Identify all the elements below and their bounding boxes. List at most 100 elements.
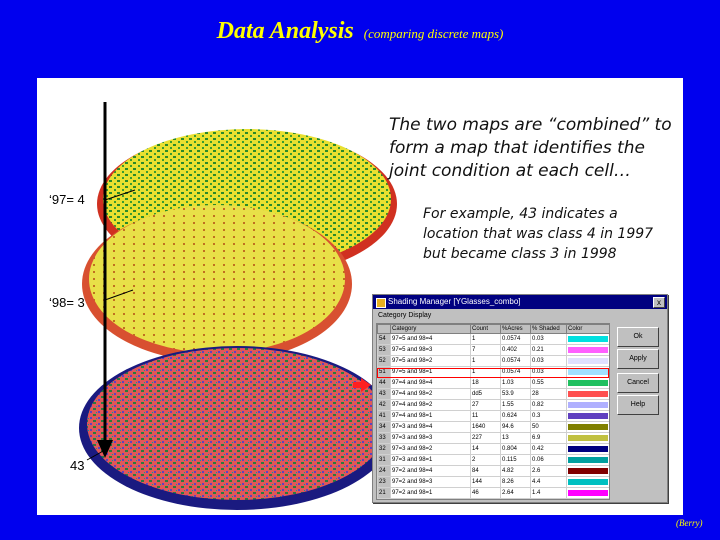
row-color-swatch[interactable] [566, 421, 609, 433]
color-swatch [568, 369, 608, 375]
caption-example: For example, 43 indicates a location tha… [423, 206, 654, 262]
row-category: 97=1 and 98=4 [390, 498, 471, 499]
row-color-swatch[interactable] [566, 410, 609, 422]
row-shaded: 0.55 [530, 377, 567, 389]
row-id: 14 [377, 498, 391, 499]
col-category[interactable]: Category [390, 324, 471, 334]
row-category: 97=3 and 98=3 [390, 432, 471, 444]
map-combined [87, 348, 387, 500]
row-shaded: 0.82 [530, 399, 567, 411]
table-row[interactable]: 33 97=3 and 98=3 227 13 6.9 [377, 432, 609, 444]
cancel-button[interactable]: Cancel [617, 373, 659, 393]
row-acres: 13 [500, 432, 531, 444]
row-id: 24 [377, 465, 391, 477]
row-color-swatch[interactable] [566, 432, 609, 444]
content-panel: ‘97= 4 ‘98= 3 43 The two maps are “combi… [37, 78, 683, 515]
help-button[interactable]: Help [617, 395, 659, 415]
row-color-swatch[interactable] [566, 388, 609, 400]
leader-1997 [104, 189, 136, 201]
table-row[interactable]: 42 97=4 and 98=2 27 1.55 0.82 [377, 399, 609, 411]
row-acres: 0.0574 [500, 366, 531, 378]
row-count: 1 [470, 333, 501, 345]
table-row[interactable]: 44 97=4 and 98=4 18 1.03 0.55 [377, 377, 609, 389]
row-id: 41 [377, 410, 391, 422]
row-color-swatch[interactable] [566, 366, 609, 378]
table-header: Category Count %Acres % Shaded Color [377, 324, 609, 334]
label-1997: ‘97= 4 [49, 192, 85, 207]
window-titlebar[interactable]: Shading Manager [YGlasses_combo] x [373, 295, 667, 309]
row-count: 1 [470, 355, 501, 367]
row-acres: 0.0574 [500, 355, 531, 367]
color-swatch [568, 457, 608, 463]
color-swatch [568, 479, 608, 485]
row-color-swatch[interactable] [566, 344, 609, 356]
map-stack-illustration [79, 102, 397, 510]
row-color-swatch[interactable] [566, 498, 609, 499]
row-shaded: 2.6 [530, 465, 567, 477]
row-category: 97=3 and 98=2 [390, 443, 471, 455]
row-count: 18 [470, 377, 501, 389]
row-id: 31 [377, 454, 391, 466]
credit: (Berry) [676, 518, 703, 528]
table-row[interactable]: 52 97=5 and 98=2 1 0.0574 0.03 [377, 355, 609, 367]
row-shaded: 0.21 [530, 344, 567, 356]
leader-1998 [104, 289, 134, 301]
row-acres: 0.0574 [500, 498, 531, 499]
row-id: 54 [377, 333, 391, 345]
table-row[interactable]: 43 97=4 and 98=2 dd5 53.9 28 [377, 388, 609, 400]
ok-button[interactable]: Ok [617, 327, 659, 347]
table-row[interactable]: 31 97=3 and 98=1 2 0.115 0.06 [377, 454, 609, 466]
col-acres[interactable]: %Acres [500, 324, 531, 334]
row-count: 2 [470, 454, 501, 466]
row-acres: 8.26 [500, 476, 531, 488]
color-swatch [568, 413, 608, 419]
col-id[interactable] [377, 324, 391, 334]
row-color-swatch[interactable] [566, 377, 609, 389]
caption-combined-explanation: The two maps are “combined” to form a ma… [389, 115, 672, 181]
row-color-swatch[interactable] [566, 487, 609, 499]
row-color-swatch[interactable] [566, 399, 609, 411]
row-category: 97=4 and 98=1 [390, 410, 471, 422]
table-row[interactable]: 34 97=3 and 98=4 1640 94.6 50 [377, 421, 609, 433]
row-acres: 4.82 [500, 465, 531, 477]
row-count: 1 [470, 366, 501, 378]
table-row[interactable]: 23 97=2 and 98=3 144 8.26 4.4 [377, 476, 609, 488]
table-row[interactable]: 53 97=5 and 98=3 7 0.402 0.21 [377, 344, 609, 356]
row-shaded: 0.03 [530, 366, 567, 378]
row-category: 97=2 and 98=4 [390, 465, 471, 477]
row-category: 97=2 and 98=1 [390, 487, 471, 499]
col-color[interactable]: Color [566, 324, 609, 334]
row-id: 32 [377, 443, 391, 455]
col-count[interactable]: Count [470, 324, 501, 334]
table-row[interactable]: 24 97=2 and 98=4 84 4.82 2.6 [377, 465, 609, 477]
apply-button[interactable]: Apply [617, 349, 659, 369]
table-row[interactable]: 54 97=5 and 98=4 1 0.0574 0.03 [377, 333, 609, 345]
leader-combined [86, 449, 106, 461]
row-acres: 2.64 [500, 487, 531, 499]
color-swatch [568, 468, 608, 474]
row-id: 52 [377, 355, 391, 367]
tab-category-display[interactable]: Category Display [378, 312, 432, 319]
row-acres: 1.55 [500, 399, 531, 411]
close-button[interactable]: x [653, 297, 665, 308]
row-id: 23 [377, 476, 391, 488]
table-row[interactable]: 32 97=3 and 98=2 14 0.804 0.42 [377, 443, 609, 455]
row-count: 14 [470, 443, 501, 455]
label-1998: ‘98= 3 [49, 295, 85, 310]
color-swatch [568, 402, 608, 408]
row-category: 97=3 and 98=4 [390, 421, 471, 433]
col-shaded[interactable]: % Shaded [530, 324, 567, 334]
table-row[interactable]: 21 97=2 and 98=1 46 2.64 1.4 [377, 487, 609, 499]
row-color-swatch[interactable] [566, 465, 609, 477]
row-color-swatch[interactable] [566, 333, 609, 345]
table-row[interactable]: 51 97=5 and 98=1 1 0.0574 0.03 [377, 366, 609, 378]
table-row[interactable]: 41 97=4 and 98=1 11 0.624 0.3 [377, 410, 609, 422]
row-shaded: 28 [530, 388, 567, 400]
row-shaded: 0.42 [530, 443, 567, 455]
row-id: 21 [377, 487, 391, 499]
row-color-swatch[interactable] [566, 443, 609, 455]
row-color-swatch[interactable] [566, 476, 609, 488]
row-color-swatch[interactable] [566, 355, 609, 367]
row-color-swatch[interactable] [566, 454, 609, 466]
